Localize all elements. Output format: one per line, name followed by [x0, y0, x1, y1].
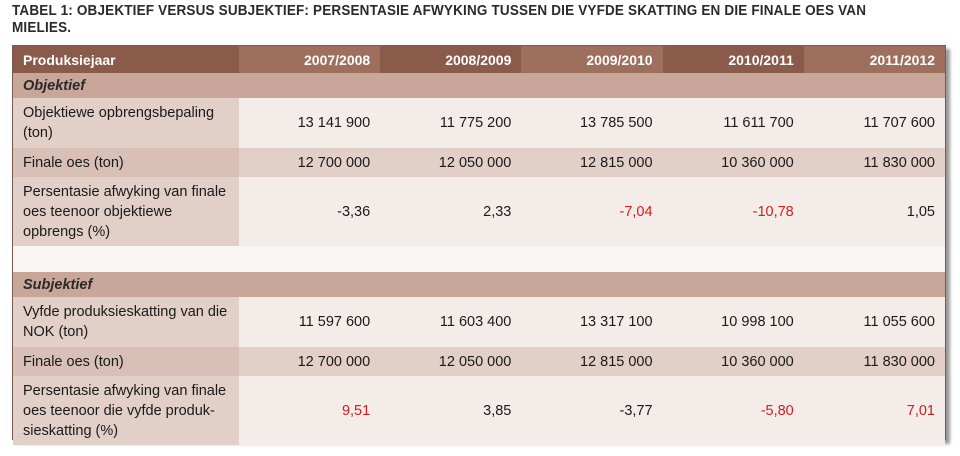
cell-value: 13 785 500 — [521, 98, 663, 148]
header-year: 2007/2008 — [239, 46, 381, 73]
cell-value: 12 700 000 — [239, 347, 381, 376]
cell-value: 12 815 000 — [521, 148, 663, 177]
cell-value: 1,05 — [803, 177, 945, 246]
data-table: Produksiejaar 2007/2008 2008/2009 2009/2… — [13, 46, 945, 445]
cell-value: 11 830 000 — [803, 148, 945, 177]
row-label: Persentasie afwyking van finale oes teen… — [13, 177, 239, 246]
cell-value: 11 707 600 — [803, 98, 945, 148]
cell-value: 11 775 200 — [380, 98, 522, 148]
header-year: 2011/2012 — [803, 46, 945, 73]
table-row: Vyfde produksieskatting van die NOK (ton… — [13, 297, 945, 347]
header-year: 2010/2011 — [662, 46, 804, 73]
cell-value: -3,77 — [521, 376, 663, 445]
row-label: Vyfde produksieskatting van die NOK (ton… — [13, 297, 239, 347]
row-label: Persentasie afwyking van finale oes teen… — [13, 376, 239, 445]
section-row: Subjektief — [13, 272, 945, 297]
header-row: Produksiejaar 2007/2008 2008/2009 2009/2… — [13, 46, 945, 73]
spacer-row — [13, 246, 945, 272]
cell-value: 7,01 — [803, 376, 945, 445]
cell-value: -3,36 — [239, 177, 381, 246]
spacer-cell — [13, 246, 945, 272]
section-row: Objektief — [13, 73, 945, 98]
cell-value: 10 998 100 — [662, 297, 804, 347]
table-title: TABEL 1: OBJEKTIEF VERSUS SUBJEKTIEF: PE… — [12, 3, 867, 36]
cell-value: 11 055 600 — [803, 297, 945, 347]
table-row: Persentasie afwyking van finale oes teen… — [13, 376, 945, 445]
row-label: Finale oes (ton) — [13, 148, 239, 177]
section-title: Subjektief — [13, 272, 945, 297]
cell-value: 10 360 000 — [662, 148, 804, 177]
row-label: Finale oes (ton) — [13, 347, 239, 376]
row-label: Objektiewe opbrengsbepaling (ton) — [13, 98, 239, 148]
table-row: Finale oes (ton) 12 700 000 12 050 000 1… — [13, 347, 945, 376]
header-label: Produksiejaar — [13, 46, 239, 73]
cell-value: 11 611 700 — [662, 98, 804, 148]
cell-value: 13 317 100 — [521, 297, 663, 347]
cell-value: 3,85 — [380, 376, 522, 445]
cell-value: 11 830 000 — [803, 347, 945, 376]
cell-value: 2,33 — [380, 177, 522, 246]
header-year: 2008/2009 — [380, 46, 522, 73]
cell-value: 12 050 000 — [380, 347, 522, 376]
cell-value: -7,04 — [521, 177, 663, 246]
section-title: Objektief — [13, 73, 945, 98]
cell-value: -10,78 — [662, 177, 804, 246]
data-table-frame: Produksiejaar 2007/2008 2008/2009 2009/2… — [12, 45, 946, 445]
cell-value: -5,80 — [662, 376, 804, 445]
cell-value: 13 141 900 — [239, 98, 381, 148]
table-row: Objektiewe opbrengsbepaling (ton) 13 141… — [13, 98, 945, 148]
table-row: Persentasie afwyking van finale oes teen… — [13, 177, 945, 246]
cell-value: 11 597 600 — [239, 297, 381, 347]
cell-value: 12 050 000 — [380, 148, 522, 177]
table-row: Finale oes (ton) 12 700 000 12 050 000 1… — [13, 148, 945, 177]
header-year: 2009/2010 — [521, 46, 663, 73]
cell-value: 9,51 — [239, 376, 381, 445]
cell-value: 12 815 000 — [521, 347, 663, 376]
cell-value: 11 603 400 — [380, 297, 522, 347]
cell-value: 10 360 000 — [662, 347, 804, 376]
cell-value: 12 700 000 — [239, 148, 381, 177]
